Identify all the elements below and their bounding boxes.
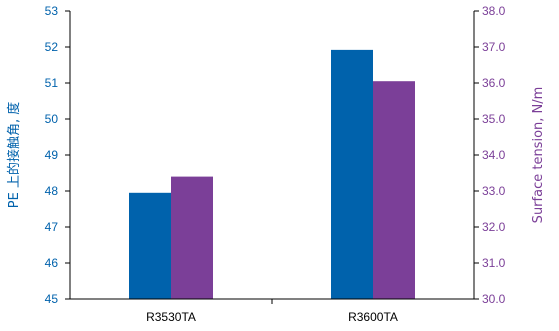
bar-contact-angle-r3600ta [331, 49, 373, 299]
x-tick-label: R3600TA [348, 310, 398, 324]
right-tick-label: 33.0 [482, 184, 506, 198]
right-tick-label: 31.0 [482, 256, 506, 270]
bars [129, 49, 415, 299]
left-tick-label: 48 [45, 184, 59, 198]
left-tick-label: 45 [45, 292, 59, 306]
right-tick-label: 32.0 [482, 220, 506, 234]
x-axis-ticks: R3530TA R3600TA [146, 299, 398, 324]
right-tick-label: 34.0 [482, 148, 506, 162]
left-tick-label: 50 [45, 112, 59, 126]
right-tick-label: 30.0 [482, 292, 506, 306]
left-tick-label: 47 [45, 220, 59, 234]
bar-surface-tension-r3530ta [171, 176, 213, 299]
left-tick-label: 51 [45, 76, 59, 90]
right-tick-label: 36.0 [482, 76, 506, 90]
bar-surface-tension-r3600ta [373, 81, 415, 299]
y2-axis-label: Surface tension, N/m [531, 87, 546, 224]
x-tick-label: R3530TA [146, 310, 196, 324]
left-tick-label: 49 [45, 148, 59, 162]
left-axis-ticks: 45 46 47 48 49 50 51 52 53 [45, 4, 70, 306]
right-tick-label: 37.0 [482, 40, 506, 54]
right-tick-label: 35.0 [482, 112, 506, 126]
y-axis-label: PE 上的接触角, 度 [6, 102, 22, 208]
left-tick-label: 52 [45, 40, 59, 54]
bar-contact-angle-r3530ta [129, 192, 171, 299]
left-tick-label: 46 [45, 256, 59, 270]
left-tick-label: 53 [45, 4, 59, 18]
right-tick-label: 38.0 [482, 4, 506, 18]
right-axis-ticks: 30.0 31.0 32.0 33.0 34.0 35.0 36.0 37.0 38.0 [474, 4, 506, 306]
